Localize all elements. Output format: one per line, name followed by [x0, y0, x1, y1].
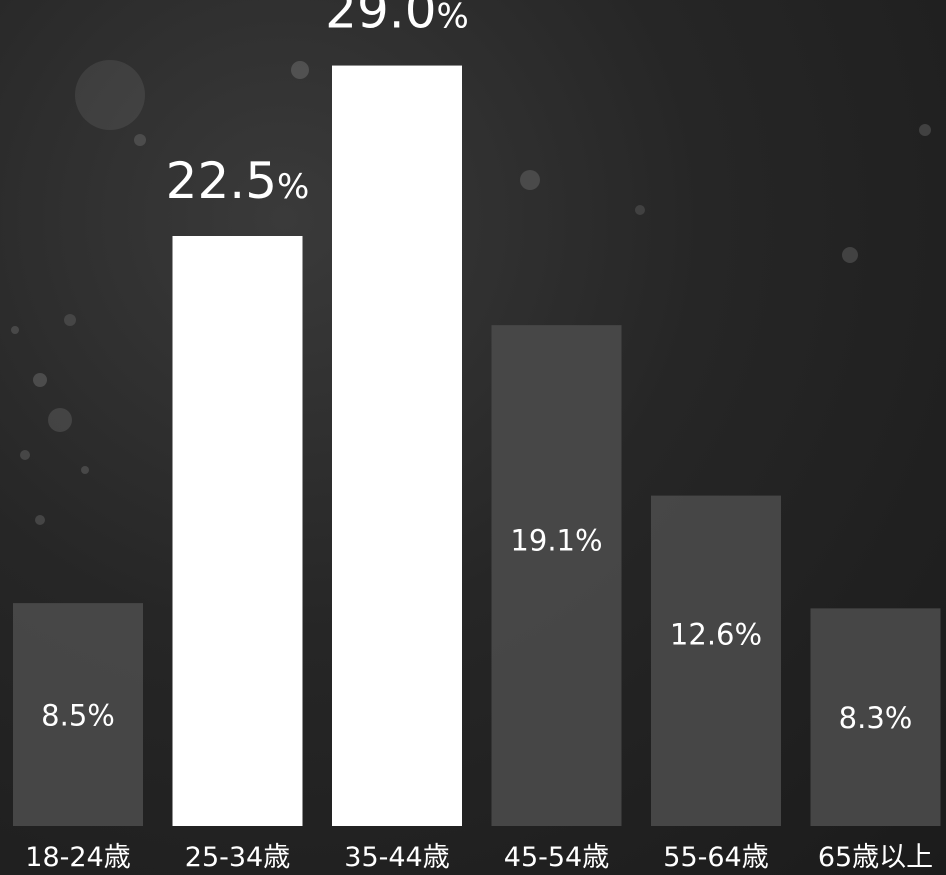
value-label-5: 12.6% — [670, 617, 762, 651]
value-label-4: 19.1% — [510, 524, 602, 558]
bar-3 — [332, 65, 462, 827]
category-label-1: 18-24歳 — [25, 842, 130, 873]
category-label-6: 65歳以上 — [818, 842, 933, 873]
value-label-1: 8.5% — [41, 699, 115, 733]
value-labels: 8.5% 22.5% 29.0% 19.1% 12.6% 8.3% — [41, 0, 912, 735]
category-label-3: 35-44歳 — [344, 842, 449, 873]
category-labels: 18-24歳 25-34歳 35-44歳 45-54歳 55-64歳 65歳以上 — [25, 842, 933, 873]
category-label-2: 25-34歳 — [185, 842, 290, 873]
value-label-2: 22.5% — [166, 152, 310, 210]
category-label-4: 45-54歳 — [504, 842, 609, 873]
bar-2 — [172, 236, 303, 826]
value-label-6: 8.3% — [839, 701, 913, 735]
bar-1 — [13, 603, 143, 826]
category-label-5: 55-64歳 — [663, 842, 768, 873]
background-bubbles — [11, 60, 931, 525]
bar-6 — [810, 608, 941, 826]
bars — [13, 65, 941, 827]
bar-4 — [491, 325, 622, 826]
bar-5 — [651, 495, 781, 826]
value-label-3: 29.0% — [325, 0, 469, 40]
